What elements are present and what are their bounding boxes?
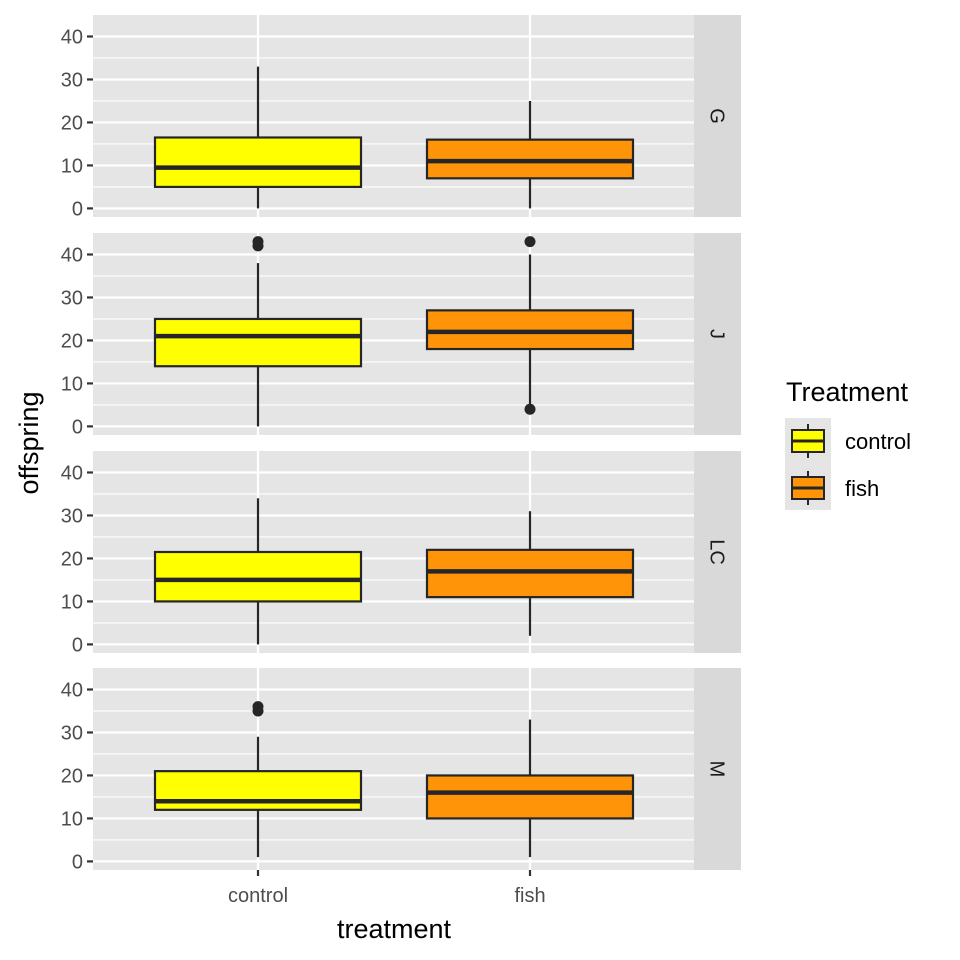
y-tick-label: 30 — [61, 505, 83, 527]
boxplot-fish — [425, 100, 635, 209]
facet-panel-g: 0 10 20 30 40 G — [61, 15, 741, 220]
y-axis-title: offspring — [14, 391, 44, 494]
boxplot-fish — [425, 719, 635, 858]
facet-panel-j: 0 10 20 30 40 J — [61, 233, 741, 438]
y-tick-label: 0 — [72, 851, 83, 873]
box-iqr — [153, 317, 363, 368]
facet-strip — [694, 451, 741, 653]
boxplot-fish — [425, 511, 635, 636]
y-tick-label: 10 — [61, 155, 83, 177]
legend-label: fish — [845, 476, 879, 501]
y-tick-label: 10 — [61, 373, 83, 395]
legend-label: control — [845, 429, 911, 454]
box-iqr — [153, 770, 363, 811]
y-tick-label: 20 — [61, 765, 83, 787]
y-tick-label: 30 — [61, 69, 83, 91]
facet-panel-m: 0 10 20 30 40 M — [61, 668, 741, 873]
y-tick-label: 20 — [61, 330, 83, 352]
outlier-point — [524, 403, 536, 415]
legend-key-control — [791, 424, 825, 458]
facet-strip — [694, 233, 741, 435]
y-tick-label: 0 — [72, 416, 83, 438]
y-tick-label: 0 — [72, 634, 83, 656]
facet-strip-label: M — [706, 761, 728, 778]
outlier-point — [252, 236, 264, 248]
y-tick-label: 0 — [72, 198, 83, 220]
legend-title: Treatment — [786, 377, 909, 407]
y-tick-label: 10 — [61, 591, 83, 613]
boxplot-control — [153, 498, 363, 645]
boxplot-fish — [425, 236, 635, 415]
facet-panel-lc: 0 10 20 30 40 LC — [61, 451, 741, 656]
legend: Treatment control fish — [785, 377, 911, 510]
panel-background — [93, 668, 694, 870]
facet-strip-label: LC — [706, 539, 728, 565]
facet-panels: 0 10 20 30 40 G 0 10 20 30 40 J 0 10 20 30 40 LC 0 10 20 30 40… — [61, 15, 741, 873]
y-tick-label: 20 — [61, 548, 83, 570]
box-iqr — [153, 550, 363, 603]
facet-strip — [694, 15, 741, 217]
y-tick-label: 30 — [61, 722, 83, 744]
x-axis-title: treatment — [337, 914, 452, 944]
outlier-point — [252, 701, 264, 713]
x-tick-label: fish — [514, 885, 545, 907]
y-tick-label: 30 — [61, 287, 83, 309]
boxplot-control — [153, 701, 363, 858]
outlier-point — [524, 236, 536, 248]
y-tick-label: 10 — [61, 808, 83, 830]
box-iqr — [425, 774, 635, 820]
facet-strip-label: G — [706, 108, 728, 124]
y-tick-label: 40 — [61, 462, 83, 484]
boxplot-control — [153, 236, 363, 427]
x-axis: control fish — [228, 870, 546, 907]
x-tick-label: control — [228, 885, 288, 907]
y-tick-label: 40 — [61, 26, 83, 48]
facet-strip — [694, 668, 741, 870]
y-tick-label: 40 — [61, 679, 83, 701]
y-tick-label: 20 — [61, 112, 83, 134]
legend-key-fish — [791, 471, 825, 505]
facet-strip-label: J — [706, 329, 728, 339]
y-tick-label: 40 — [61, 244, 83, 266]
box-iqr — [153, 136, 363, 189]
boxplot-control — [153, 66, 363, 209]
